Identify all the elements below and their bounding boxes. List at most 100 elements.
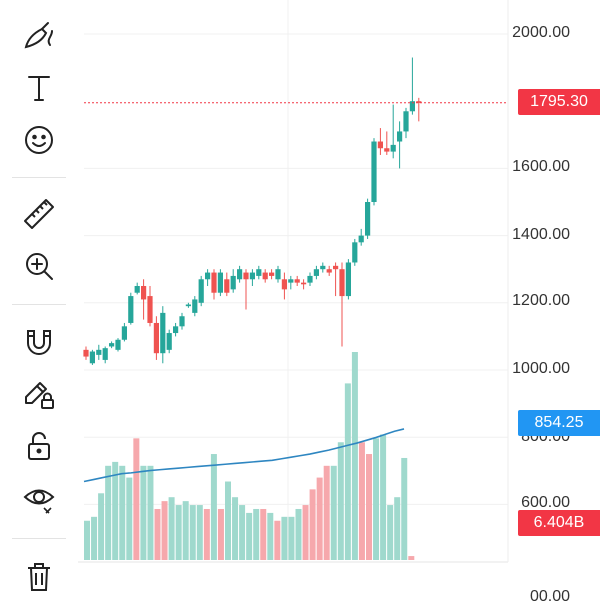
volume-bar — [147, 465, 154, 560]
candle-body — [179, 316, 185, 327]
volume-bar — [274, 520, 281, 560]
candle-body — [205, 272, 211, 280]
volume-bar — [394, 497, 401, 560]
visibility-tool[interactable] — [14, 476, 64, 520]
volume-bar — [112, 461, 119, 560]
volume-bar — [175, 505, 182, 560]
candle-body — [365, 202, 371, 236]
volume-bar — [253, 508, 260, 560]
ma-value-badge: 854.25 — [518, 410, 600, 436]
candle-body — [217, 272, 223, 293]
last-price-badge: 1795.30 — [518, 89, 600, 115]
candle-body — [166, 333, 172, 350]
candle-body — [294, 279, 300, 283]
chart-pane[interactable]: 2000.00 1600.00 1400.00 1200.00 1000.00 … — [78, 0, 600, 605]
candle-body — [185, 304, 191, 307]
volume-bar — [140, 465, 147, 560]
text-tool[interactable] — [14, 66, 64, 110]
candle-body — [192, 299, 198, 313]
volume-bar — [84, 520, 90, 560]
volume-bar — [401, 457, 408, 560]
zoom-tool[interactable] — [14, 244, 64, 288]
unlock-icon — [28, 432, 50, 460]
volume-bar — [196, 505, 203, 560]
volume-bar — [302, 505, 309, 560]
candle-body — [198, 279, 204, 303]
delete-tool[interactable] — [14, 554, 64, 598]
volume-bar — [168, 497, 175, 560]
volume-bar — [210, 454, 217, 560]
candle-body — [243, 272, 249, 280]
volume-bar — [217, 508, 224, 560]
volume-bar — [337, 442, 344, 560]
candle-body — [333, 265, 339, 270]
volume-bar — [203, 508, 210, 560]
volume-bar — [408, 556, 415, 560]
volume-bar — [126, 477, 133, 560]
candle-body — [173, 326, 179, 334]
volume-bar — [330, 465, 337, 560]
volume-bar — [323, 465, 330, 560]
text-icon — [28, 76, 50, 101]
candle-body — [224, 279, 230, 293]
candle-body — [416, 101, 422, 103]
price-tick-600: 600.00 — [521, 494, 570, 511]
volume-bar — [380, 434, 387, 560]
emoji-tool[interactable] — [14, 118, 64, 162]
candle-body — [301, 282, 307, 285]
candle-body — [390, 144, 396, 152]
volume-value-badge: 6.404B — [518, 510, 600, 536]
brush-tool[interactable] — [14, 14, 64, 58]
volume-bar — [387, 505, 394, 560]
candle-body — [288, 279, 294, 283]
unlock-tool[interactable] — [14, 424, 64, 468]
volume-bar — [366, 454, 372, 560]
volume-bar — [358, 442, 365, 560]
candle-body — [269, 272, 275, 276]
candle-body — [96, 349, 102, 355]
volume-bar — [309, 489, 316, 560]
candle-body — [153, 322, 159, 354]
volume-bar — [295, 508, 302, 560]
drawing-toolbar — [0, 0, 78, 600]
price-tick-bottom: 00.00 — [529, 588, 570, 605]
volume-bar — [288, 516, 295, 560]
candle-body — [345, 262, 351, 297]
volume-bar — [225, 481, 231, 560]
candle-body — [249, 272, 255, 280]
candle-body — [384, 148, 390, 152]
volume-bar — [161, 501, 168, 560]
volume-bar — [316, 477, 323, 560]
price-chart[interactable] — [78, 0, 600, 600]
candle-body — [275, 269, 281, 280]
volume-bar — [281, 516, 288, 560]
price-tick-1400: 1400.00 — [512, 226, 570, 243]
candle-body — [307, 275, 313, 283]
candle-body — [262, 272, 268, 280]
magnet-tool[interactable] — [14, 320, 64, 364]
volume-bar — [373, 438, 380, 560]
price-tick-1200: 1200.00 — [512, 292, 570, 309]
ruler-tool[interactable] — [14, 192, 64, 236]
candle-body — [377, 141, 383, 149]
candle-body — [109, 343, 115, 347]
candle-body — [409, 101, 415, 112]
volume-bar — [239, 505, 246, 560]
candle-body — [256, 269, 262, 276]
lock-drawings-tool[interactable] — [14, 372, 64, 416]
candle-body — [237, 269, 243, 280]
candle-body — [115, 339, 121, 350]
volume-bar — [246, 512, 253, 560]
candle-body — [211, 272, 217, 293]
candle-body — [160, 312, 166, 354]
candle-body — [326, 269, 332, 273]
candle-body — [141, 286, 147, 300]
candle-body — [83, 349, 89, 357]
volume-bar — [260, 508, 267, 560]
candle-body — [281, 279, 287, 290]
lock-drawing-icon — [25, 382, 54, 409]
trash-icon — [28, 563, 50, 591]
candle-body — [128, 296, 134, 323]
volume-bar — [232, 497, 239, 560]
candle-body — [230, 275, 236, 290]
